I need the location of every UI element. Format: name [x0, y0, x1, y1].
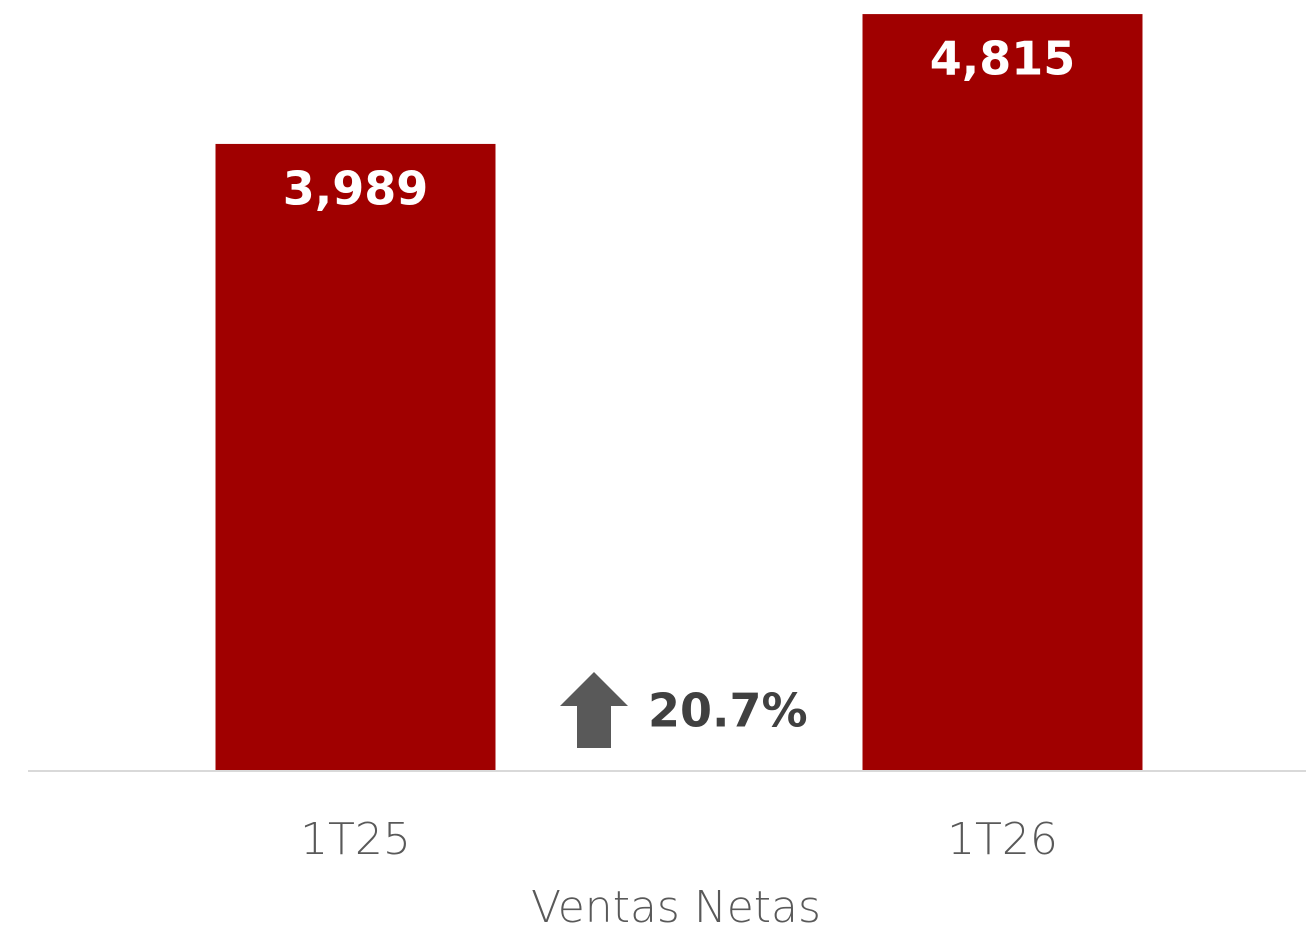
x-axis-title: Ventas Netas: [531, 882, 821, 933]
annotation: 20.7%: [648, 684, 808, 738]
value-label: 4,815: [930, 32, 1076, 86]
up-arrow: [560, 672, 628, 748]
value-label: 3,989: [283, 161, 429, 215]
bar: [215, 143, 496, 771]
x-tick-label: 1T25: [300, 814, 411, 865]
bar: [862, 14, 1143, 772]
x-tick-label: 1T26: [947, 814, 1058, 865]
